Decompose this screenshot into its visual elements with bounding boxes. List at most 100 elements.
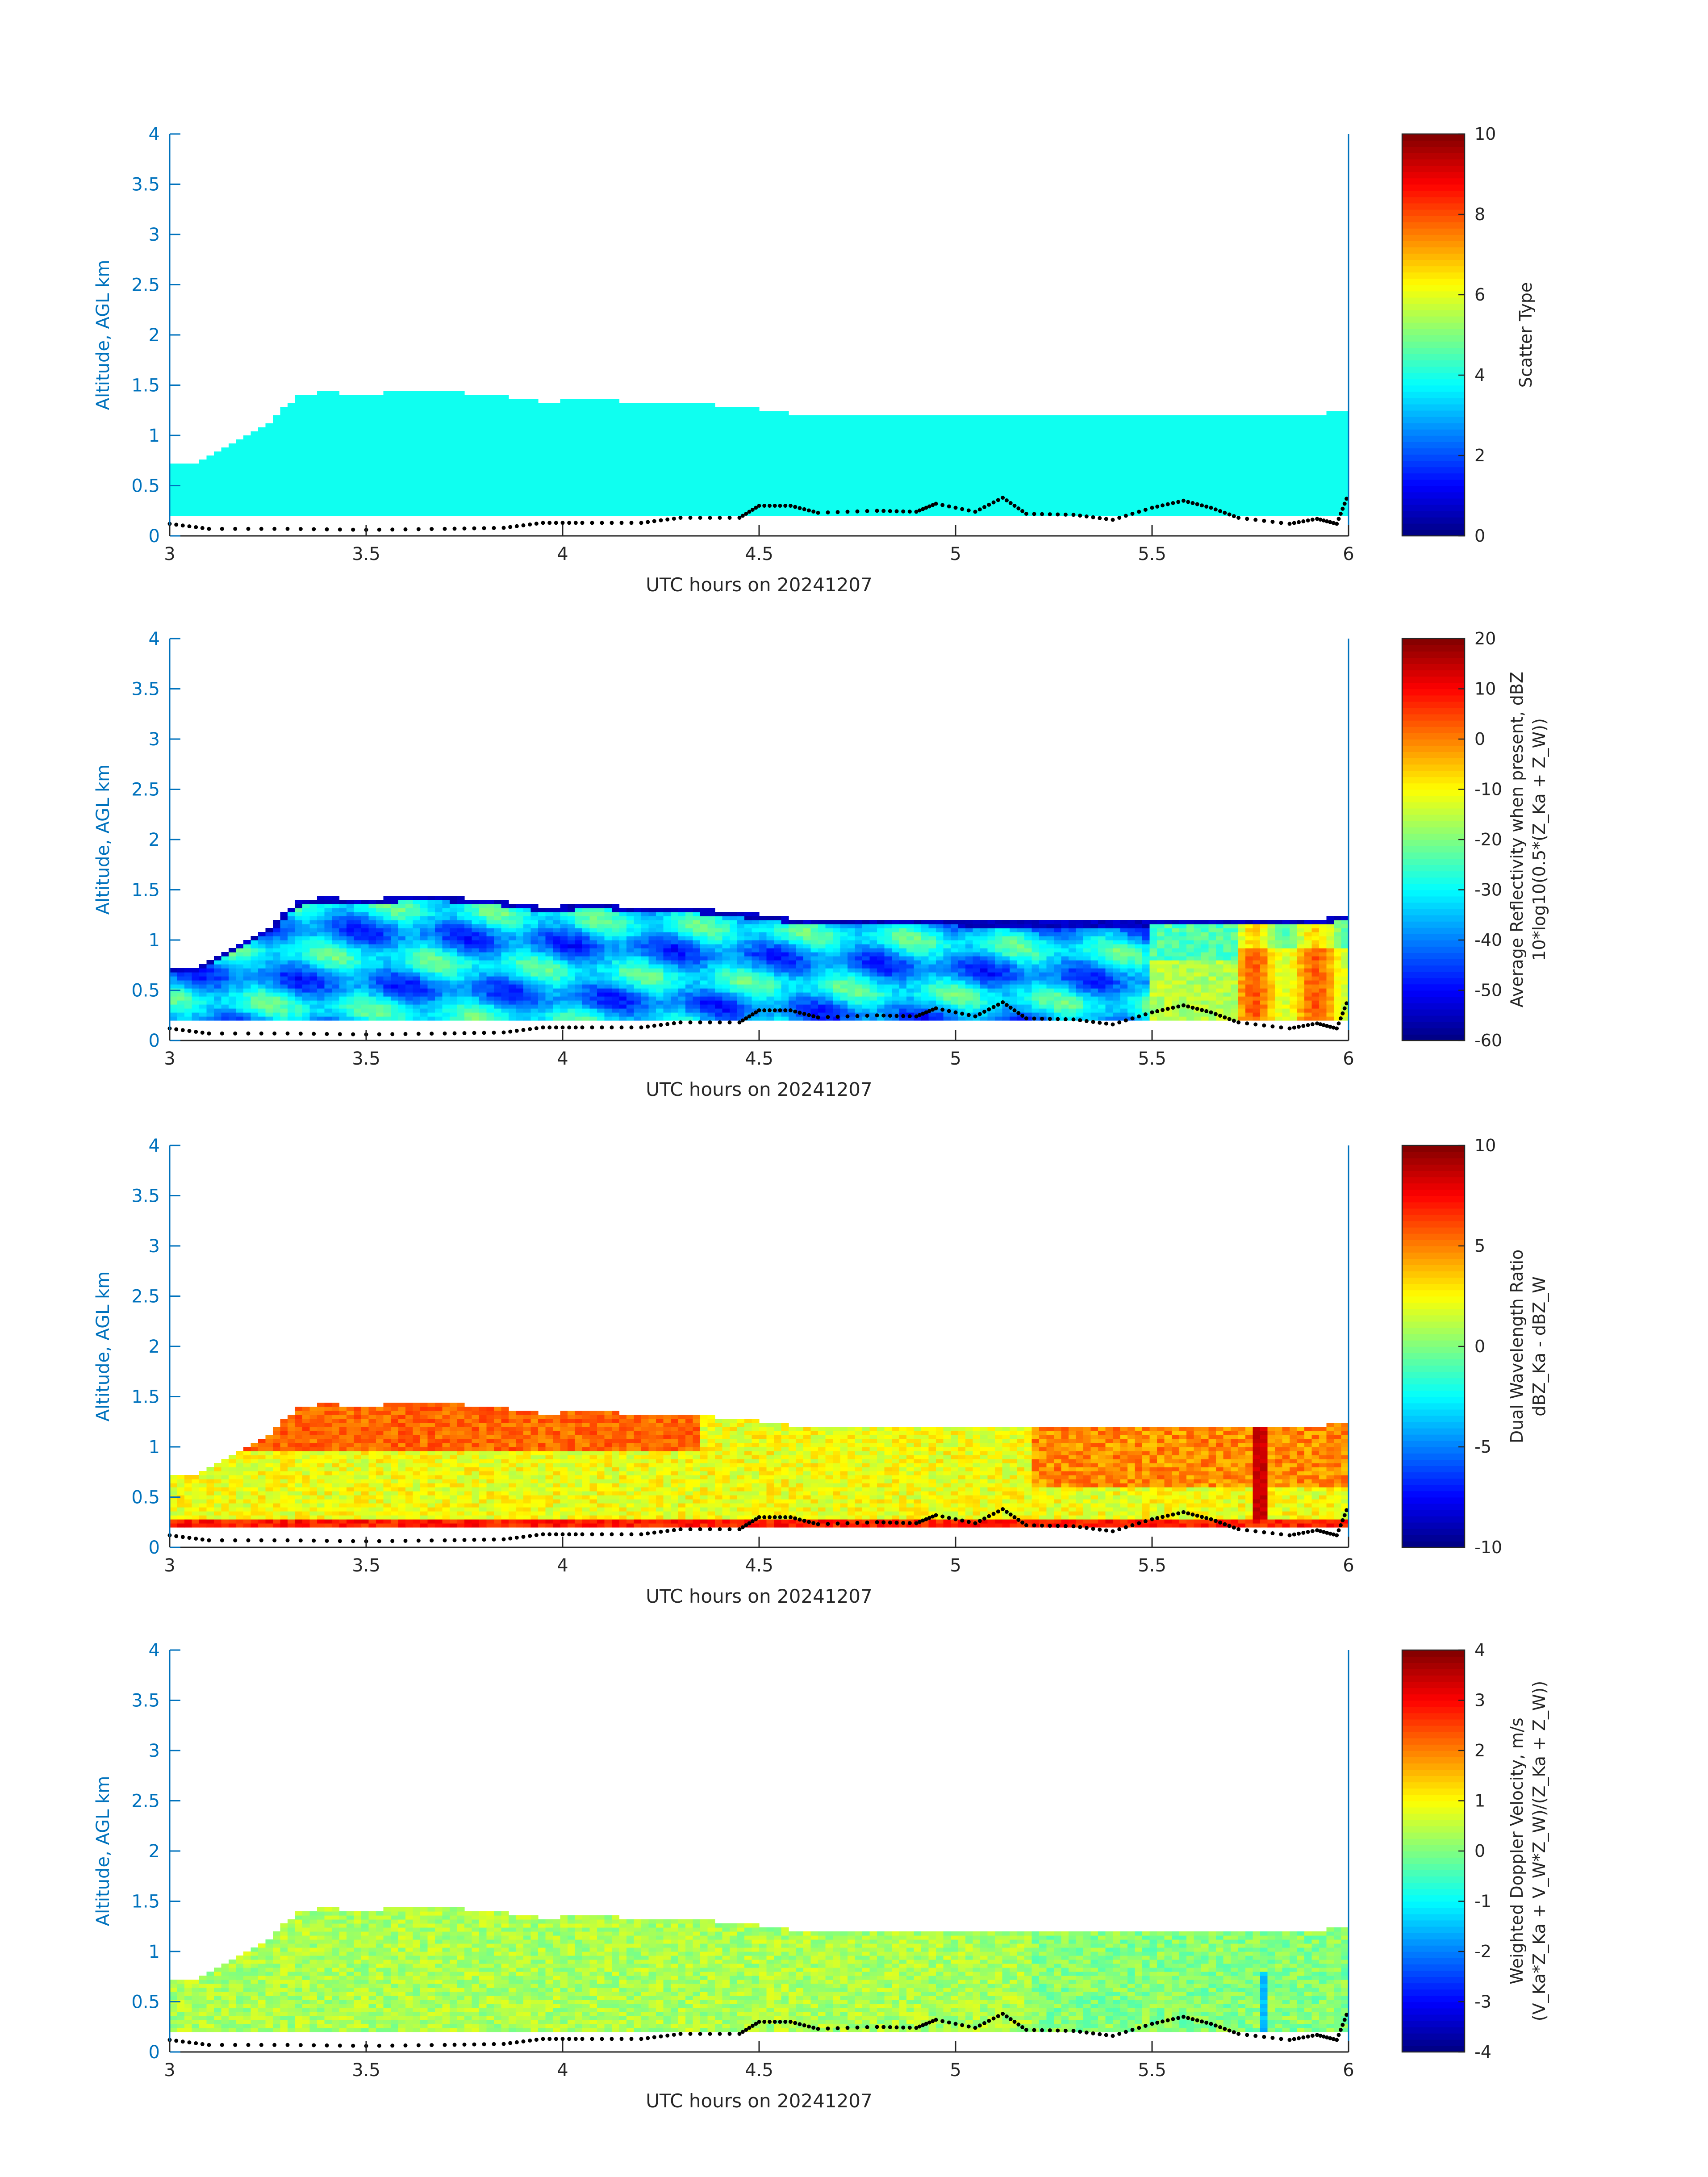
heatmap-cell [1017, 496, 1025, 500]
heatmap-cell [818, 443, 826, 448]
heatmap-cell [884, 423, 892, 428]
heatmap-cell [1194, 488, 1202, 492]
heatmap-cell [1326, 435, 1334, 440]
heatmap-cell [1105, 484, 1113, 488]
heatmap-cell [1090, 496, 1098, 500]
heatmap-cell [980, 443, 988, 448]
heatmap-cell [1076, 504, 1084, 508]
heatmap-cell [789, 443, 797, 448]
heatmap-cell [803, 447, 811, 452]
heatmap-cell [317, 407, 325, 412]
surface-dot [1227, 512, 1232, 517]
heatmap-cell [317, 476, 325, 480]
heatmap-cell [501, 468, 509, 472]
heatmap-cell [192, 468, 200, 472]
heatmap-cell [288, 464, 296, 468]
heatmap-cell [435, 431, 443, 436]
heatmap-cell [545, 451, 553, 456]
heatmap-cell [862, 451, 870, 456]
surface-dot [312, 527, 316, 531]
heatmap-cell [707, 464, 715, 468]
heatmap-cell [317, 427, 325, 432]
heatmap-cell [987, 492, 995, 496]
heatmap-cell [663, 419, 671, 424]
heatmap-cell [1238, 423, 1246, 428]
heatmap-cell [597, 427, 605, 432]
heatmap-cell [1083, 484, 1091, 488]
heatmap-cell [280, 952, 288, 957]
heatmap-cell [420, 399, 428, 404]
heatmap-cell [214, 972, 222, 977]
heatmap-cell [354, 484, 362, 488]
heatmap-cell [442, 407, 450, 412]
heatmap-cell [818, 460, 826, 464]
heatmap-cell [516, 480, 524, 484]
heatmap-cell [707, 484, 715, 488]
heatmap-cell [302, 427, 310, 432]
heatmap-cell [324, 464, 332, 468]
heatmap-cell [1223, 496, 1231, 500]
heatmap-cell [744, 472, 752, 476]
heatmap-cell [678, 451, 686, 456]
heatmap-cell [398, 439, 406, 444]
heatmap-cell [405, 443, 413, 448]
heatmap-cell [568, 484, 576, 488]
heatmap-cell [1231, 451, 1239, 456]
heatmap-cell [354, 435, 362, 440]
heatmap-cell [317, 932, 325, 936]
heatmap-cell [1253, 447, 1261, 452]
heatmap-cell [1024, 435, 1032, 440]
heatmap-cell [737, 435, 745, 440]
heatmap-cell [634, 504, 642, 508]
heatmap-cell [1149, 451, 1157, 456]
heatmap-cell [317, 496, 325, 500]
heatmap-cell [206, 464, 214, 468]
heatmap-cell [332, 508, 340, 512]
heatmap-cell [317, 976, 325, 981]
heatmap-cell [206, 960, 214, 965]
heatmap-cell [1231, 464, 1239, 468]
heatmap-cell [840, 443, 848, 448]
heatmap-cell [752, 431, 760, 436]
heatmap-cell [1341, 480, 1349, 484]
heatmap-cell [560, 480, 568, 484]
heatmap-cell [663, 435, 671, 440]
heatmap-cell [538, 464, 546, 468]
heatmap-cell [1290, 476, 1298, 480]
heatmap-cell [494, 443, 502, 448]
heatmap-cell [582, 423, 590, 428]
heatmap-cell [214, 468, 222, 472]
heatmap-cell [707, 488, 715, 492]
heatmap-cell [479, 455, 487, 460]
heatmap-cell [752, 407, 760, 412]
heatmap-cell [575, 508, 583, 512]
heatmap-cell [177, 1008, 185, 1013]
heatmap-cell [1245, 504, 1253, 508]
heatmap-cell [796, 451, 804, 456]
heatmap-cell [1105, 492, 1113, 496]
heatmap-cell [1149, 508, 1157, 512]
heatmap-cell [243, 956, 251, 961]
heatmap-cell [1238, 460, 1246, 464]
heatmap-cell [457, 439, 465, 444]
heatmap-cell [825, 508, 833, 512]
heatmap-cell [420, 411, 428, 416]
heatmap-cell [236, 464, 244, 468]
heatmap-cell [914, 504, 922, 508]
heatmap-cell [1157, 427, 1165, 432]
heatmap-cell [818, 423, 826, 428]
heatmap-cell [1282, 423, 1290, 428]
surface-dot [541, 521, 545, 525]
heatmap-cell [1142, 423, 1150, 428]
heatmap-cell [848, 415, 856, 420]
heatmap-cell [280, 916, 288, 920]
heatmap-cell [273, 500, 281, 504]
heatmap-cell [229, 952, 237, 957]
surface-dot [600, 521, 604, 525]
heatmap-cell [1031, 435, 1040, 440]
heatmap-cell [324, 896, 332, 900]
heatmap-cell [1223, 508, 1231, 512]
heatmap-cell [685, 492, 693, 496]
heatmap-cell [545, 480, 553, 484]
heatmap-cell [347, 504, 355, 508]
